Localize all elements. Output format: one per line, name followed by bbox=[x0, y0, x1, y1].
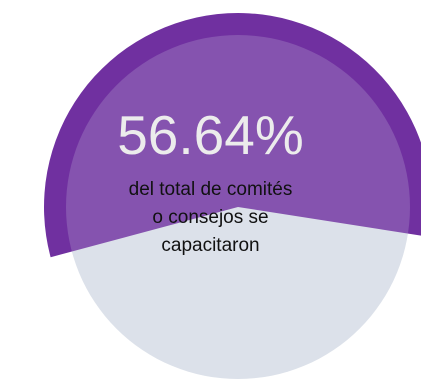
filled-sector bbox=[44, 13, 421, 258]
inner-overlay bbox=[66, 35, 410, 379]
